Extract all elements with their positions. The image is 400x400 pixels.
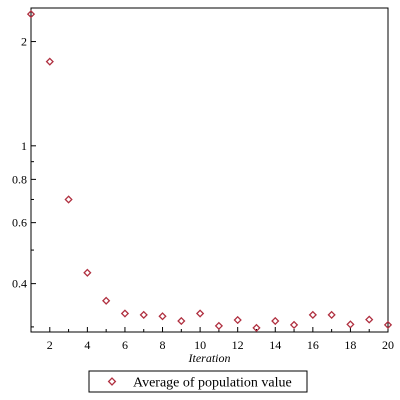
y-tick-label: 1 <box>21 139 27 153</box>
data-points <box>26 10 393 333</box>
data-point <box>139 310 148 319</box>
data-point <box>252 323 261 333</box>
data-point <box>383 320 393 330</box>
x-tick-label: 8 <box>160 338 166 352</box>
data-point <box>365 315 374 324</box>
data-point <box>308 310 317 319</box>
data-point <box>64 195 73 204</box>
data-point <box>195 309 205 318</box>
y-tick-label: 2 <box>21 35 27 49</box>
plot-area <box>30 7 389 333</box>
data-point <box>83 268 92 277</box>
data-point <box>102 296 111 305</box>
data-point <box>26 10 36 19</box>
data-point <box>158 312 167 321</box>
data-point <box>214 321 224 331</box>
data-point <box>346 320 355 329</box>
x-tick-label: 12 <box>232 338 244 352</box>
x-tick-label: 20 <box>382 338 394 352</box>
data-point <box>233 315 242 325</box>
x-tick-label: 16 <box>307 338 319 352</box>
x-tick-label: 18 <box>344 338 356 352</box>
legend-box <box>88 370 308 393</box>
y-tick-label: 0.4 <box>12 277 27 291</box>
x-tick-label: 2 <box>47 338 53 352</box>
data-point <box>289 320 299 330</box>
x-tick-label: 6 <box>122 338 128 352</box>
y-tick-label: 0.8 <box>12 172 27 186</box>
x-tick-label: 4 <box>84 338 90 352</box>
legend-label: Average of population value <box>133 376 292 391</box>
legend-marker-icon <box>107 377 117 386</box>
data-point <box>177 316 186 326</box>
y-axis: 0.4 0.6 0.8 1 2 <box>12 35 36 328</box>
x-axis-title: Iteration <box>188 351 231 365</box>
plot-border <box>30 7 389 333</box>
x-tick-label: 10 <box>194 338 206 352</box>
data-point <box>271 316 280 326</box>
legend: Average of population value <box>88 370 308 393</box>
y-tick-label: 0.6 <box>12 216 27 230</box>
data-point <box>327 310 336 319</box>
x-tick-label: 14 <box>269 338 281 352</box>
data-point <box>120 309 130 318</box>
data-point <box>45 57 54 66</box>
x-axis: 2 4 6 8 10 12 14 16 18 20 <box>30 327 394 352</box>
